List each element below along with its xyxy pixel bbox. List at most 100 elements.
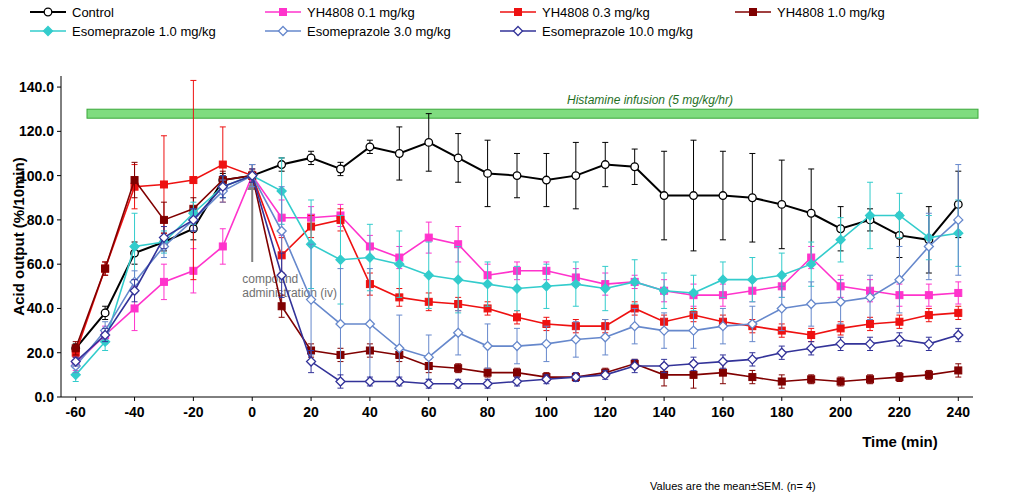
point xyxy=(483,342,492,351)
y-tick-label: 60.0 xyxy=(27,256,54,272)
error-cap xyxy=(220,264,226,265)
point xyxy=(455,365,462,372)
point xyxy=(867,376,874,383)
error-cap xyxy=(779,160,785,161)
error-cap xyxy=(367,268,373,269)
point xyxy=(571,335,580,344)
point xyxy=(601,370,610,379)
error-cap xyxy=(602,354,608,355)
legend-marker xyxy=(515,9,522,16)
x-tick-label: 60 xyxy=(421,404,437,420)
error-cap xyxy=(132,279,138,280)
point xyxy=(514,314,521,321)
error-cap xyxy=(249,186,255,187)
point xyxy=(955,367,962,374)
error-bar xyxy=(720,151,726,240)
error-bar xyxy=(808,328,814,341)
point xyxy=(777,271,786,280)
point xyxy=(631,163,639,171)
legend-marker xyxy=(750,9,757,16)
error-bar xyxy=(838,322,844,335)
point xyxy=(101,331,110,340)
error-cap xyxy=(838,279,844,280)
point xyxy=(484,305,491,312)
error-cap xyxy=(249,168,255,169)
error-cap xyxy=(279,157,285,158)
point xyxy=(514,369,521,376)
point xyxy=(718,357,727,366)
point xyxy=(219,161,226,168)
error-cap xyxy=(926,306,932,307)
point xyxy=(366,143,374,151)
error-cap xyxy=(955,304,961,305)
error-bar xyxy=(691,140,697,251)
error-cap xyxy=(896,328,902,329)
error-bar xyxy=(161,136,167,233)
error-cap xyxy=(955,341,961,342)
point xyxy=(131,177,138,184)
y-tick-label: 40.0 xyxy=(27,300,54,316)
point xyxy=(572,374,579,381)
error-cap xyxy=(132,208,138,209)
note: Values are the mean±SEM. (n= 4) xyxy=(650,480,816,492)
error-cap xyxy=(190,202,196,203)
error-cap xyxy=(102,350,108,351)
error-cap xyxy=(308,372,314,373)
x-axis xyxy=(61,397,973,398)
error-cap xyxy=(838,275,844,276)
error-cap xyxy=(896,237,902,238)
point xyxy=(365,377,374,386)
x-tick-label: 80 xyxy=(480,404,496,420)
error-bar xyxy=(955,282,961,304)
point xyxy=(837,378,844,385)
y-axis-label: Acid output (%/10min) xyxy=(10,157,27,315)
y-tick xyxy=(57,397,61,398)
error-cap xyxy=(632,304,638,305)
error-cap xyxy=(485,323,491,324)
error-cap xyxy=(132,330,138,331)
error-cap xyxy=(749,301,755,302)
error-cap xyxy=(279,317,285,318)
error-cap xyxy=(720,151,726,152)
point xyxy=(630,277,639,286)
error-cap xyxy=(426,242,432,243)
point xyxy=(248,171,257,180)
point xyxy=(836,297,845,306)
admin-arrow xyxy=(251,188,253,262)
legend-marker xyxy=(279,27,288,36)
error-cap xyxy=(661,385,667,386)
series xyxy=(72,165,962,371)
error-cap xyxy=(632,308,638,309)
point xyxy=(689,288,698,297)
error-cap xyxy=(573,319,579,320)
error-cap xyxy=(132,197,138,198)
point xyxy=(955,289,962,296)
error-bar xyxy=(749,153,755,242)
error-cap xyxy=(249,164,255,165)
error-cap xyxy=(161,135,167,136)
error-bar xyxy=(426,114,432,172)
error-cap xyxy=(73,372,79,373)
error-cap xyxy=(632,359,638,360)
error-cap xyxy=(337,204,343,205)
point xyxy=(749,194,757,202)
error-cap xyxy=(190,230,196,231)
x-tick-label: 140 xyxy=(652,404,676,420)
error-cap xyxy=(955,281,961,282)
error-cap xyxy=(367,140,373,141)
point xyxy=(396,150,404,158)
series xyxy=(72,162,962,388)
point xyxy=(395,260,404,269)
error-cap xyxy=(396,315,402,316)
error-cap xyxy=(73,354,79,355)
point xyxy=(689,359,698,368)
error-cap xyxy=(396,297,402,298)
error-cap xyxy=(720,368,726,369)
point xyxy=(748,319,757,328)
error-cap xyxy=(73,381,79,382)
point xyxy=(484,369,491,376)
error-cap xyxy=(337,374,343,375)
error-cap xyxy=(573,306,579,307)
point xyxy=(630,322,639,331)
error-cap xyxy=(661,312,667,313)
